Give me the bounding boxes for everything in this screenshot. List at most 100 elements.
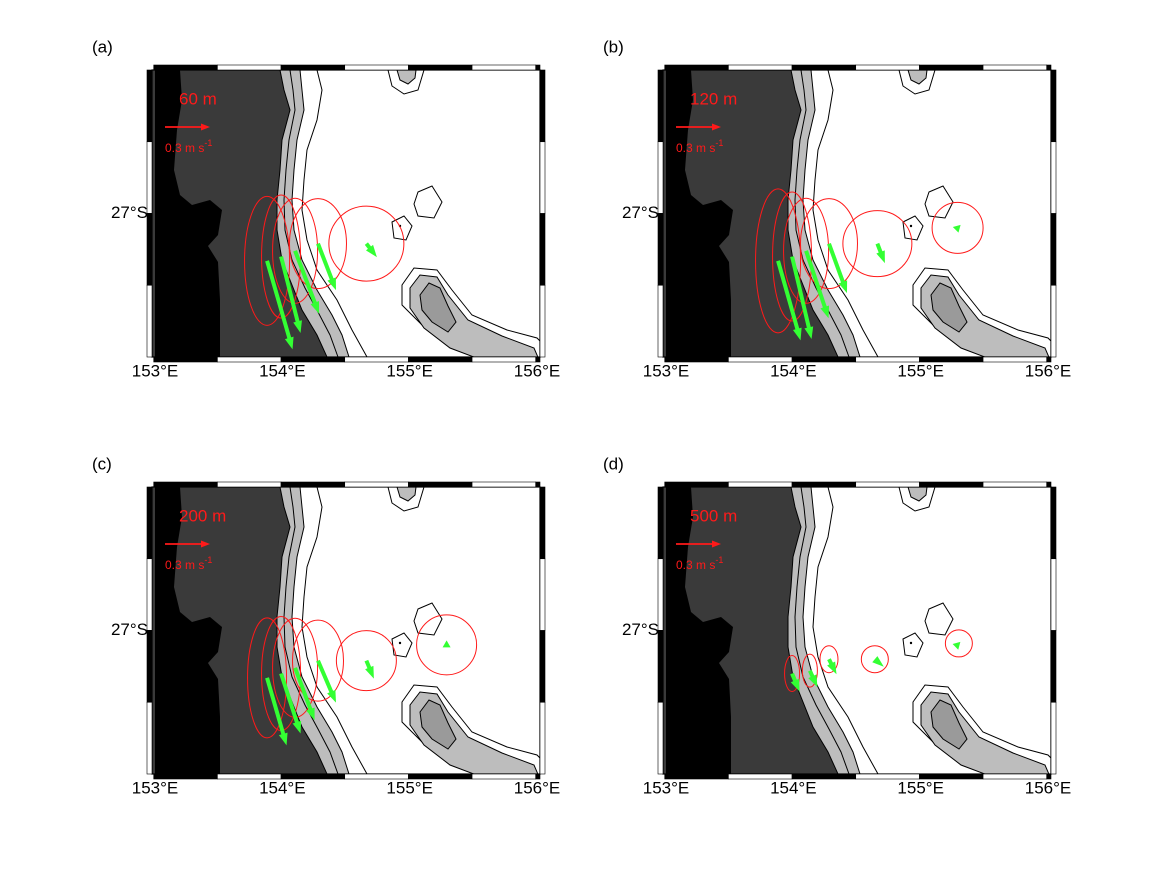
variance-ellipse — [931, 201, 984, 254]
arrow-head — [952, 641, 961, 650]
current-arrow — [293, 667, 315, 721]
frame-band — [344, 64, 409, 71]
arrow-head — [284, 336, 294, 350]
x-tick-label: 153°E — [643, 361, 690, 380]
arrow-head — [327, 689, 336, 703]
frame-band — [153, 481, 218, 488]
scale-arrow — [165, 540, 210, 548]
small-contour — [902, 632, 924, 658]
top-contour — [898, 487, 936, 512]
x-tick-label: 154°E — [770, 361, 817, 380]
frame-band — [657, 284, 664, 358]
bathymetry — [152, 70, 540, 357]
variance-ellipse — [842, 210, 913, 278]
arrow-shaft — [265, 260, 292, 341]
current-arrow — [265, 677, 288, 746]
current-arrow — [279, 256, 302, 334]
outer-contour — [812, 70, 879, 357]
small-contour — [924, 602, 954, 636]
frame-band — [535, 481, 541, 488]
arrow-shaft — [790, 256, 812, 331]
arrow-head — [442, 640, 451, 648]
frame-band — [1050, 486, 1057, 560]
arrow-shaft — [293, 250, 318, 306]
current-arrow — [804, 250, 830, 319]
frame-band — [1050, 284, 1057, 358]
frame-band — [1050, 558, 1057, 631]
x-tick-label: 155°E — [897, 778, 944, 797]
arrow-head — [838, 280, 848, 294]
land — [666, 487, 733, 774]
arrow-shaft — [776, 260, 800, 332]
variance-ellipse — [801, 653, 818, 688]
arrow-head — [876, 250, 885, 264]
scale-label: 0.3 m s-1 — [676, 138, 723, 155]
frame-band — [408, 64, 473, 71]
map-panel: 200 m 0.3 m s-1 153°E 154°E 155°E 156°E 27°S (c… — [92, 454, 560, 797]
top-contour — [387, 70, 425, 95]
variance-ellipse — [247, 617, 288, 739]
shelf-contour — [794, 487, 850, 774]
current-arrow — [952, 224, 961, 233]
scale-label: 0.3 m s-1 — [676, 555, 723, 572]
variance-ellipse — [944, 629, 973, 658]
frame-band — [1050, 141, 1057, 214]
arrow-head — [872, 656, 884, 667]
frame-band — [855, 64, 920, 71]
frame-band — [471, 64, 537, 71]
dot — [909, 641, 913, 645]
frame-band — [919, 481, 984, 488]
frame-band — [1050, 701, 1057, 775]
x-tick-label: 156°E — [1025, 361, 1072, 380]
frame-band — [146, 630, 153, 703]
arrow-head — [292, 720, 302, 734]
frame-band — [657, 701, 664, 775]
frame-band — [982, 64, 1048, 71]
arrow-shaft — [265, 677, 286, 737]
dot — [398, 641, 402, 645]
current-arrow — [316, 659, 336, 703]
seamount-inner — [419, 282, 457, 333]
frame-band — [471, 481, 537, 488]
frame-band — [728, 481, 793, 488]
x-tick-label: 153°E — [132, 778, 179, 797]
map-panel: 60 m 0.3 m s-1 153°E 154°E 155°E 156°E 27°S (a) — [92, 37, 560, 380]
variance-ellipse — [783, 197, 830, 304]
arrow-head — [827, 661, 837, 675]
arrow-shaft — [316, 659, 335, 695]
arrow-head — [365, 665, 374, 679]
scale-exponent: -1 — [715, 555, 723, 565]
panel-label: (b) — [603, 37, 624, 56]
frame-band — [919, 64, 984, 71]
panel-label: (c) — [92, 454, 112, 473]
variance-ellipse — [416, 614, 478, 676]
depth-label: 120 m — [690, 89, 737, 108]
panel-label: (a) — [92, 37, 113, 56]
arrow-head — [790, 678, 800, 692]
depth-label: 200 m — [179, 506, 226, 525]
current-arrow — [808, 669, 818, 688]
current-arrow — [790, 256, 814, 340]
land — [155, 487, 222, 774]
variance-ellipse — [261, 194, 302, 319]
frame-band — [539, 701, 546, 775]
top-contour — [898, 70, 936, 95]
outer-contour — [812, 487, 879, 774]
scale-arrow — [676, 540, 721, 548]
frame-band — [408, 481, 473, 488]
frame-band — [664, 64, 729, 71]
bathymetry — [663, 487, 1051, 774]
current-arrow — [442, 640, 451, 648]
variance-ellipse — [755, 188, 802, 334]
scale-head — [712, 123, 721, 131]
frame-band — [146, 486, 153, 560]
y-tick-label: 27°S — [111, 620, 148, 639]
arrow-head — [808, 674, 818, 688]
current-arrow — [875, 242, 885, 264]
scale-head — [201, 540, 210, 548]
depth-label: 60 m — [179, 89, 217, 108]
scale-exponent: -1 — [204, 138, 212, 148]
frame-band — [146, 284, 153, 358]
small-contour — [391, 215, 413, 241]
small-contour — [391, 632, 413, 658]
